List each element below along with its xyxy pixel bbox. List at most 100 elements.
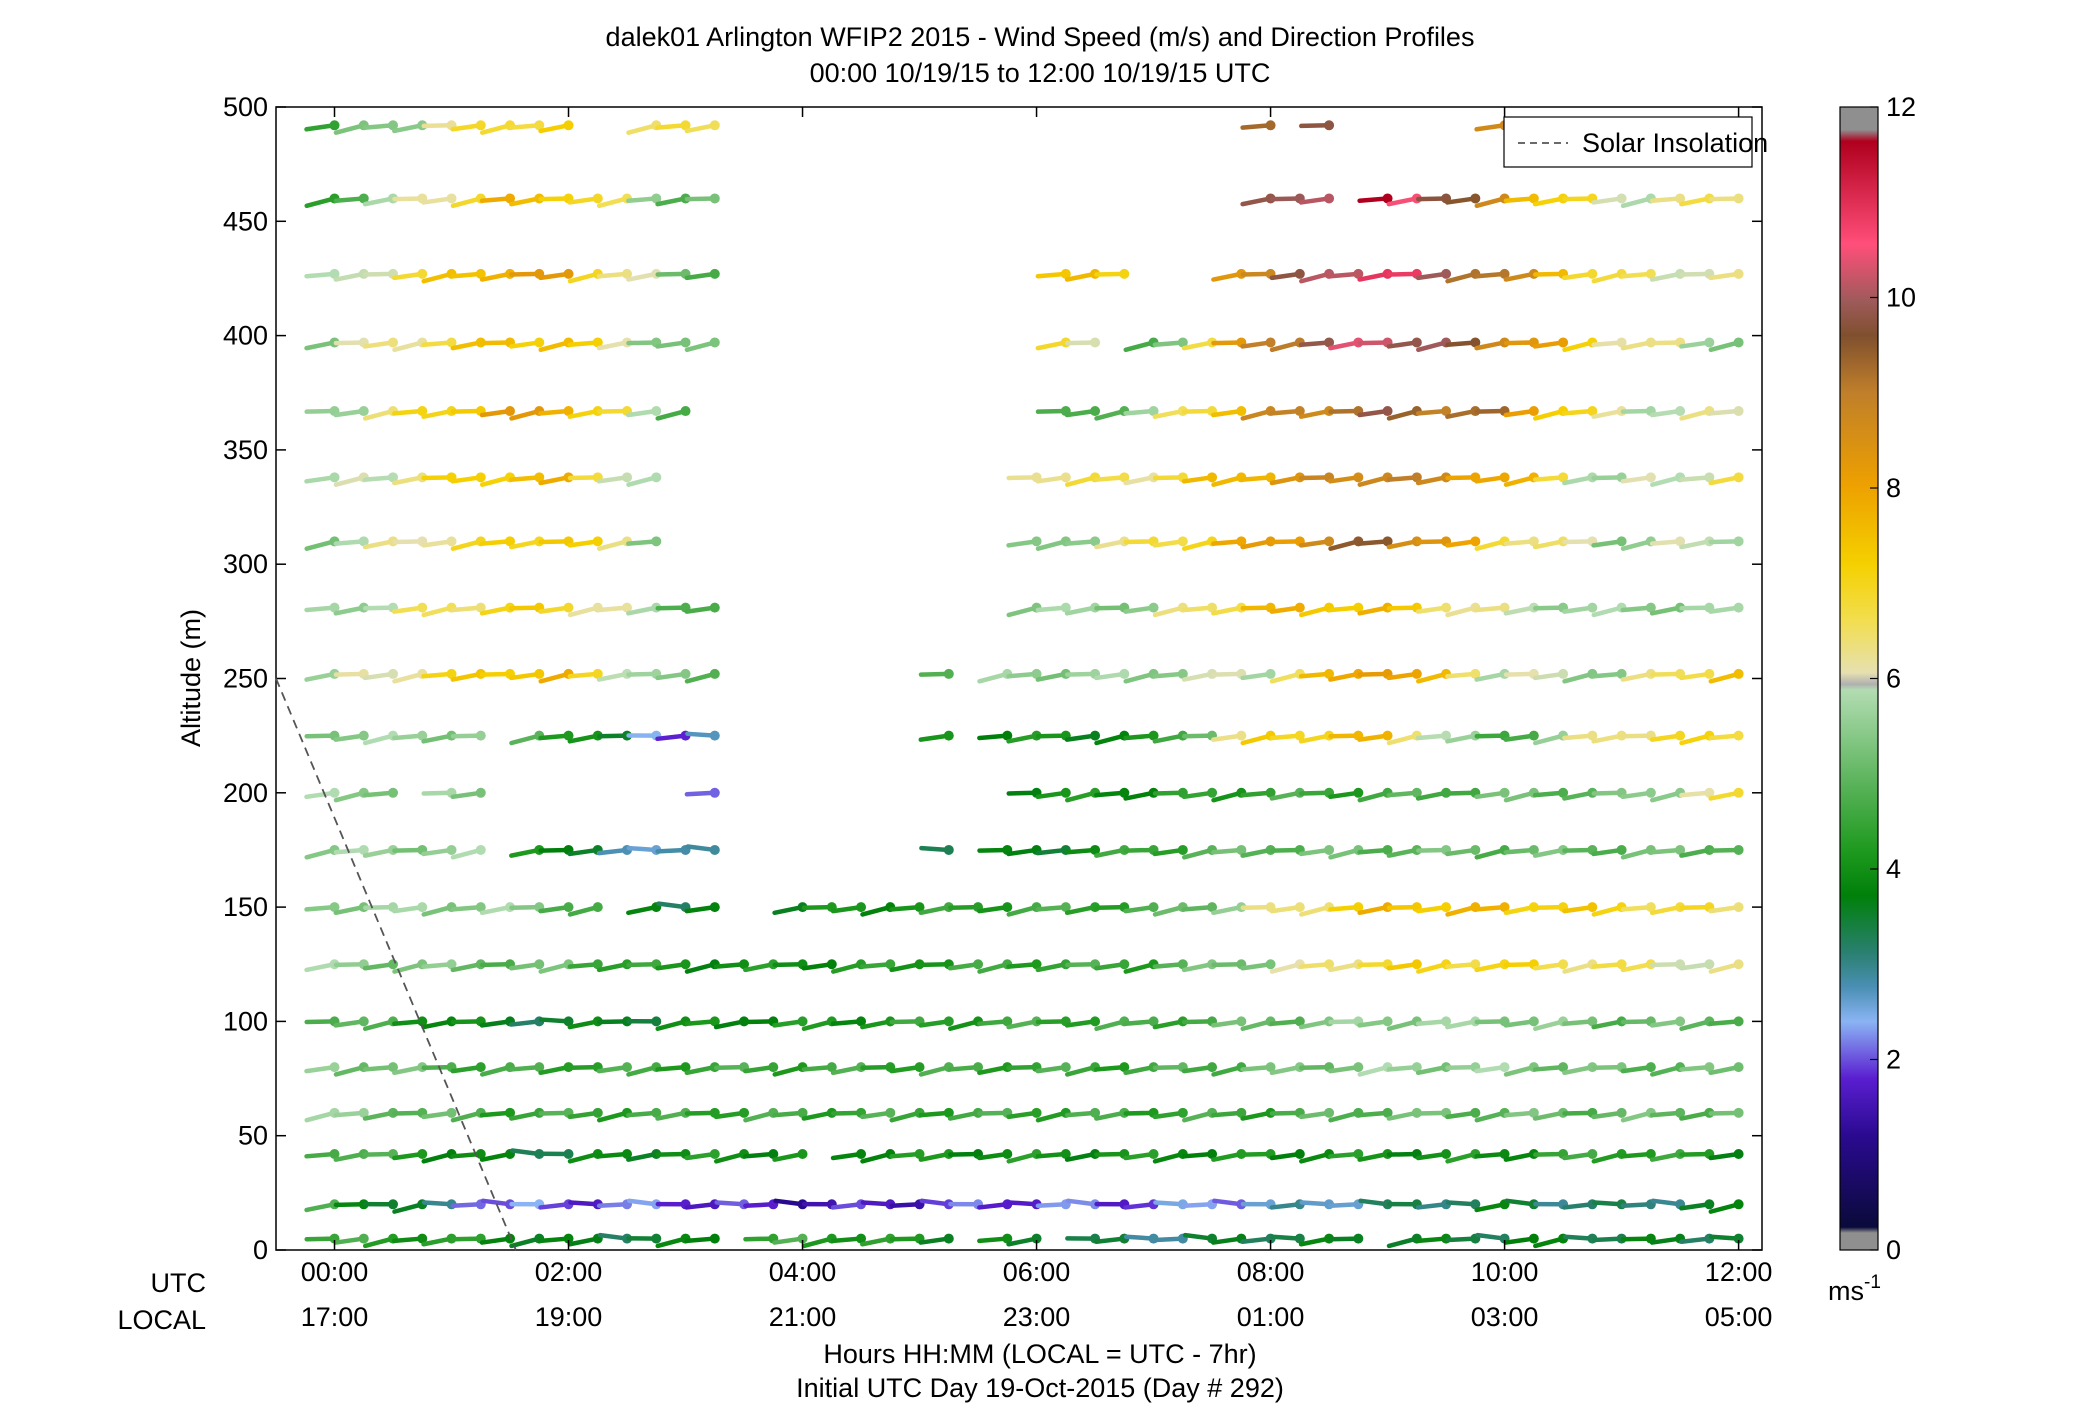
x-tick-label-local: 23:00 xyxy=(1003,1302,1071,1332)
x-axis-label: Hours HH:MM (LOCAL = UTC - 7hr) xyxy=(823,1339,1256,1369)
wind-barb-dot xyxy=(1616,959,1627,970)
y-tick-label: 0 xyxy=(253,1235,268,1265)
colorbar-tick-label: 10 xyxy=(1886,283,1916,313)
colorbar-tick-label: 6 xyxy=(1886,664,1901,694)
x-tick-label-utc: 12:00 xyxy=(1705,1257,1773,1287)
chart-title: dalek01 Arlington WFIP2 2015 - Wind Spee… xyxy=(606,22,1475,52)
wind-barb-dot xyxy=(1733,1016,1744,1027)
y-tick-label: 300 xyxy=(223,549,268,579)
wind-barb-dot xyxy=(1265,959,1276,970)
wind-barb-dot xyxy=(856,1148,867,1159)
wind-barb-dot xyxy=(1236,1107,1247,1118)
wind-barb-dot xyxy=(1207,1148,1218,1159)
legend-box xyxy=(1503,116,1753,168)
wind-barb-dot xyxy=(1031,1107,1042,1118)
wind-barb-dot xyxy=(1002,1016,1013,1027)
wind-barb-dot xyxy=(446,193,457,204)
wind-barb-dot xyxy=(1616,844,1627,855)
y-tick-label: 400 xyxy=(223,321,268,351)
wind-barb-dot xyxy=(1324,337,1335,348)
wind-barb-dot xyxy=(739,959,750,970)
wind-barb-dot xyxy=(1558,787,1569,798)
wind-barb-dot xyxy=(388,337,399,348)
wind-barb-dot xyxy=(1148,602,1159,613)
wind-barb-dot xyxy=(1587,902,1598,913)
wind-barb-dot xyxy=(943,1233,954,1244)
wind-barb-dot xyxy=(622,472,633,483)
wind-barb-dot xyxy=(1645,472,1656,483)
wind-barb-dot xyxy=(651,406,662,417)
wind-barb-dot xyxy=(1060,902,1071,913)
wind-barb-dot xyxy=(1470,1199,1481,1210)
wind-barb-dot xyxy=(1733,1107,1744,1118)
wind-barb-dot xyxy=(417,730,428,741)
wind-barb-dot xyxy=(1411,472,1422,483)
wind-barb-dot xyxy=(475,787,486,798)
wind-barb-dot xyxy=(1733,602,1744,613)
wind-barb-dot xyxy=(1177,959,1188,970)
wind-barb-dot xyxy=(1645,1148,1656,1159)
wind-barb-dot xyxy=(592,337,603,348)
y-tick-label: 500 xyxy=(223,92,268,122)
wind-barb-dot xyxy=(1587,268,1598,279)
wind-barb-dot xyxy=(1119,959,1130,970)
wind-barb-dot xyxy=(943,1107,954,1118)
wind-barb-dot xyxy=(1382,844,1393,855)
wind-barb-dot xyxy=(446,337,457,348)
wind-barb-dot xyxy=(1090,406,1101,417)
wind-barb-dot xyxy=(709,844,720,855)
wind-barb-dot xyxy=(1704,668,1715,679)
wind-barb-dot xyxy=(1645,602,1656,613)
wind-barb-dot xyxy=(1675,193,1686,204)
wind-barb-dot xyxy=(1382,406,1393,417)
x-tick-label-utc: 06:00 xyxy=(1003,1257,1071,1287)
wind-barb-dot xyxy=(1704,1062,1715,1073)
wind-barb-dot xyxy=(856,1016,867,1027)
wind-barb-dot xyxy=(651,1233,662,1244)
wind-barb-dot xyxy=(914,1148,925,1159)
wind-barb-dot xyxy=(329,787,340,798)
wind-barb-dot xyxy=(1733,1062,1744,1073)
wind-barb-dot xyxy=(1441,602,1452,613)
wind-barb-dot xyxy=(1733,902,1744,913)
wind-barb-dot xyxy=(1265,668,1276,679)
wind-barb-dot xyxy=(943,730,954,741)
wind-barb-dot xyxy=(680,668,691,679)
y-tick-label: 350 xyxy=(223,435,268,465)
wind-barb-dot xyxy=(1470,1107,1481,1118)
wind-barb-dot xyxy=(1558,959,1569,970)
wind-barb-dot xyxy=(1616,337,1627,348)
wind-barb-dot xyxy=(446,1107,457,1118)
wind-barb-dot xyxy=(651,536,662,547)
wind-barb-dot xyxy=(1294,602,1305,613)
wind-barb-dot xyxy=(709,602,720,613)
wind-barb-dot xyxy=(534,668,545,679)
wind-barb-dot xyxy=(768,1062,779,1073)
wind-barb-dot xyxy=(1148,1148,1159,1159)
wind-barb-dot xyxy=(1733,193,1744,204)
wind-barb-dot xyxy=(856,1233,867,1244)
wind-barb-dot xyxy=(534,337,545,348)
wind-barb-dot xyxy=(563,1148,574,1159)
wind-barb-dot xyxy=(1119,472,1130,483)
wind-barb-dot xyxy=(1528,1016,1539,1027)
wind-barb-dot xyxy=(768,1148,779,1159)
wind-barb-dot xyxy=(446,959,457,970)
wind-barb-dot xyxy=(1294,268,1305,279)
plot-area xyxy=(275,106,1763,1251)
wind-barb-dot xyxy=(1060,787,1071,798)
x-tick-label-utc: 10:00 xyxy=(1471,1257,1539,1287)
wind-barb-dot xyxy=(1499,472,1510,483)
wind-barb-dot xyxy=(1499,268,1510,279)
wind-barb-dot xyxy=(1207,1062,1218,1073)
wind-barb-dot xyxy=(1558,668,1569,679)
wind-barb-dot xyxy=(358,536,369,547)
wind-barb-dot xyxy=(651,1107,662,1118)
wind-barb-dot xyxy=(709,730,720,741)
wind-barb-dot xyxy=(1675,1107,1686,1118)
wind-barb-dot xyxy=(358,1016,369,1027)
wind-barb-dot xyxy=(1558,337,1569,348)
wind-barb-dot xyxy=(709,1148,720,1159)
y-tick-label: 150 xyxy=(223,892,268,922)
wind-barb-dot xyxy=(592,959,603,970)
